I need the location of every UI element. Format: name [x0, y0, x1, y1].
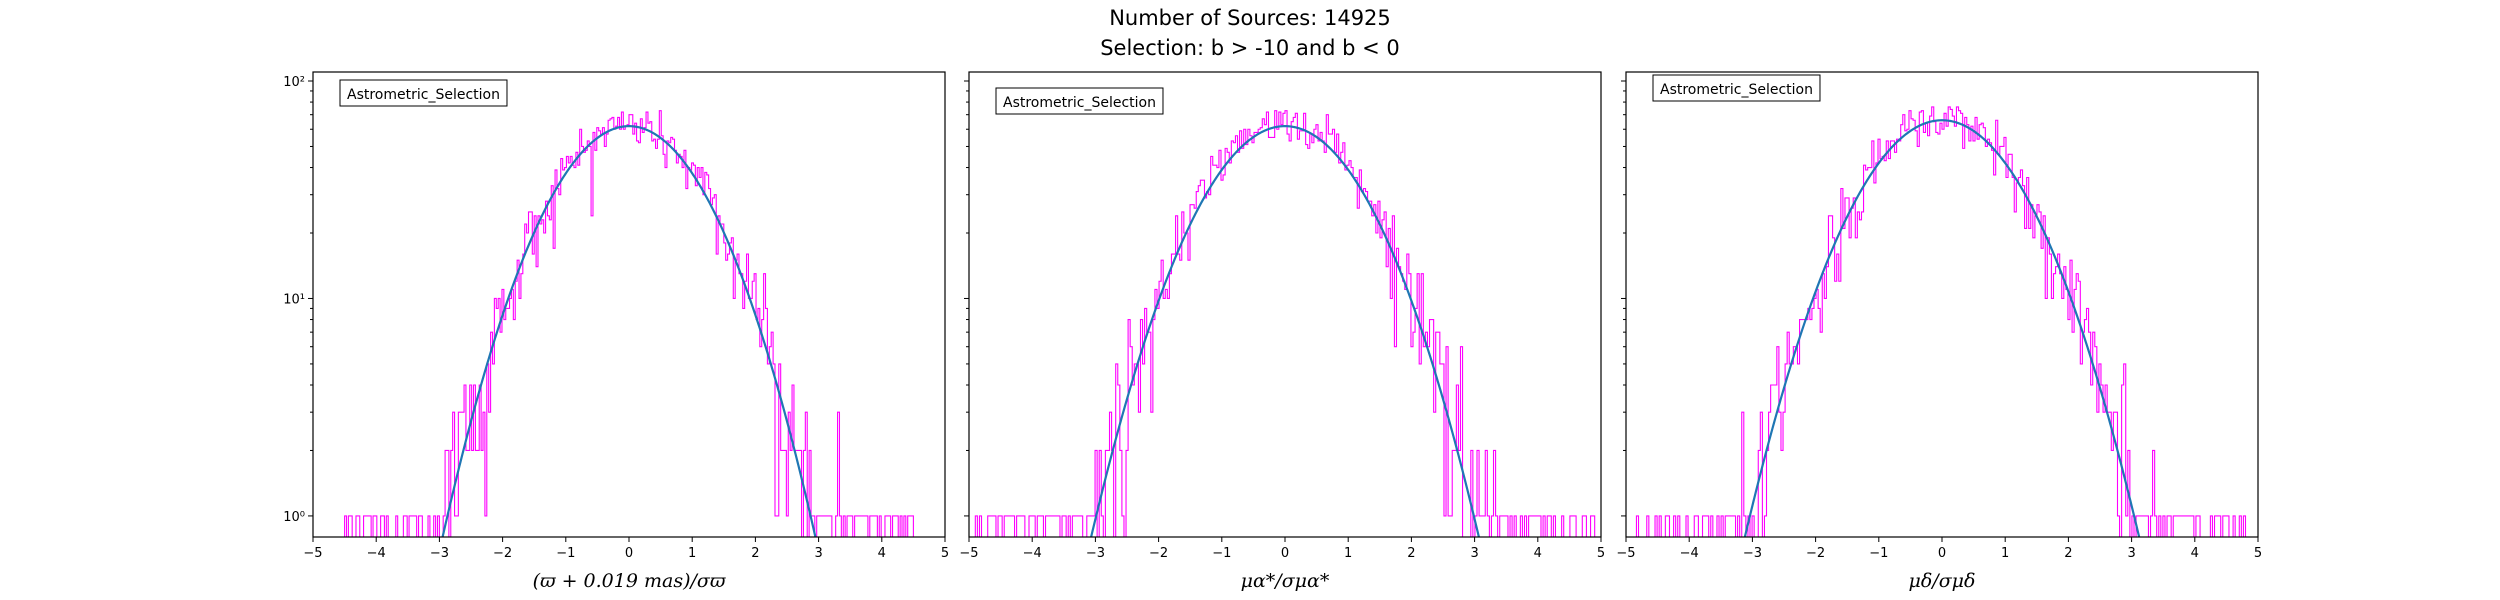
chart-panel-1: −5 −4 −3 −2 −1 0 1 2 3 4 5 10⁰ 10¹ 10² Astrometric_Sel…: [283, 71, 949, 592]
x-tick-label: 3: [1470, 546, 1478, 561]
gaussian-fit-line: [441, 125, 817, 537]
gaussian-fit-line: [1743, 119, 2141, 537]
chart-panel-3: −5 −4 −3 −2 −1 0 1 2 3 4 5 Astrometric_Selection μδ/…: [1616, 71, 2262, 592]
histogram-steps: [344, 110, 914, 537]
legend-label: Astrometric_Selection: [347, 87, 500, 103]
x-tick-label: −2: [493, 546, 512, 561]
x-tick-label: −1: [1212, 546, 1231, 561]
x-tick-label: 1: [1344, 546, 1352, 561]
x-tick-label: 0: [625, 546, 633, 561]
x-tick-label: −3: [1086, 546, 1105, 561]
x-axis-label: (ϖ + 0.019 mas)/σϖ: [533, 570, 726, 592]
legend-box: [1652, 74, 1821, 102]
y-tick-label: 10²: [283, 75, 305, 90]
x-tick-label: 5: [1597, 546, 1605, 561]
x-tick-label: −4: [1680, 546, 1699, 561]
x-tick-label: −5: [1616, 546, 1635, 561]
x-tick-label: −2: [1806, 546, 1825, 561]
legend-label: Astrometric_Selection: [1660, 82, 1813, 98]
histogram-steps: [1635, 106, 2247, 537]
x-tick-label: 0: [1281, 546, 1289, 561]
histogram-steps: [974, 110, 1596, 537]
panels-group: −5 −4 −3 −2 −1 0 1 2 3 4 5 10⁰ 10¹ 10² Astrometric_Sel…: [283, 71, 2262, 592]
x-tick-label: −5: [303, 546, 322, 561]
legend-box: [995, 87, 1164, 115]
legend: Astrometric_Selection: [339, 79, 508, 107]
x-tick-label: −4: [367, 546, 386, 561]
x-tick-label: 0: [1938, 546, 1946, 561]
x-tick-label: 2: [751, 546, 759, 561]
x-tick-label: 3: [814, 546, 822, 561]
figure-title-line-2: Selection: b > -10 and b < 0: [1100, 36, 1400, 60]
legend: Astrometric_Selection: [1652, 74, 1821, 102]
x-tick-label: 1: [2001, 546, 2009, 561]
x-tick-label: 3: [2127, 546, 2135, 561]
axes-frame: [968, 71, 1602, 538]
x-tick-label: 4: [878, 546, 886, 561]
x-tick-label: 4: [2191, 546, 2199, 561]
chart-panel-2: −5 −4 −3 −2 −1 0 1 2 3 4 5 Astrometric_Selection μα*…: [959, 71, 1605, 592]
x-tick-label: −3: [430, 546, 449, 561]
axes-frame: [1625, 71, 2259, 538]
x-tick-label: 1: [688, 546, 696, 561]
x-tick-label: −1: [1869, 546, 1888, 561]
x-tick-label: −2: [1149, 546, 1168, 561]
legend: Astrometric_Selection: [995, 87, 1164, 115]
x-tick-label: 4: [1534, 546, 1542, 561]
figure-title-line-1: Number of Sources: 14925: [1109, 6, 1391, 30]
x-tick-label: −1: [556, 546, 575, 561]
x-tick-label: 2: [1407, 546, 1415, 561]
x-axis-label: μδ/σμδ: [1909, 570, 1976, 592]
legend-box: [339, 79, 508, 107]
x-tick-label: −5: [959, 546, 978, 561]
y-tick-label: 10¹: [283, 292, 305, 307]
x-tick-label: 5: [941, 546, 949, 561]
x-tick-label: −4: [1023, 546, 1042, 561]
axes-frame: [312, 71, 946, 538]
x-tick-label: 5: [2254, 546, 2262, 561]
x-axis-label: μα*/σμα*: [1241, 570, 1330, 592]
x-tick-label: 2: [2064, 546, 2072, 561]
y-tick-label: 10⁰: [283, 510, 305, 525]
gaussian-fit-line: [1089, 125, 1481, 537]
x-tick-label: −3: [1743, 546, 1762, 561]
legend-label: Astrometric_Selection: [1003, 95, 1156, 111]
